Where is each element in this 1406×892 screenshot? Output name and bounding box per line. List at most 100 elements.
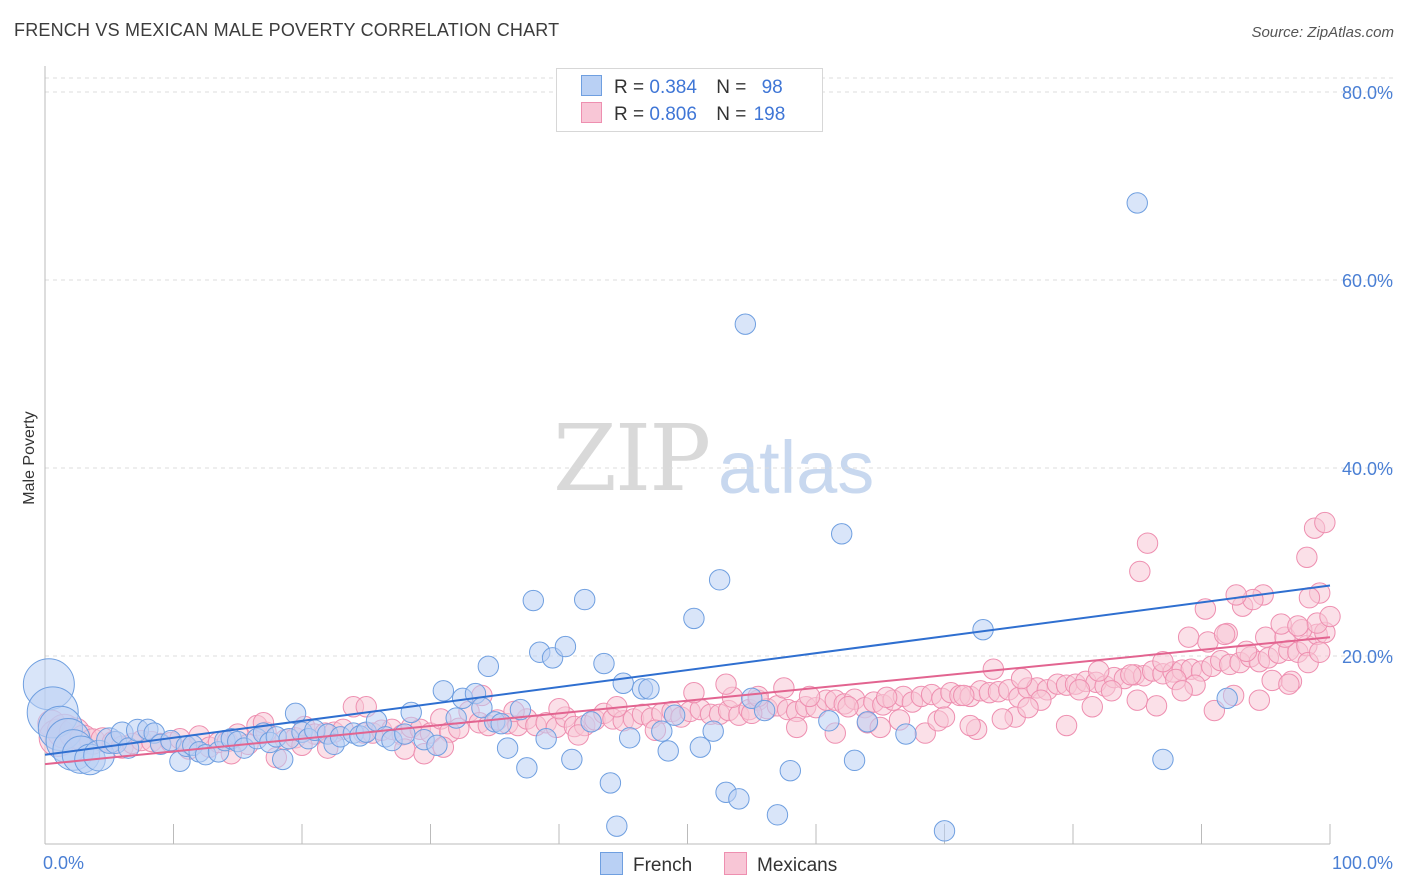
mexicans-point [1278,673,1300,695]
mexicans-point [1287,615,1309,637]
french-point [580,711,602,733]
mexicans-point [1296,546,1318,568]
mexicans-point [1136,532,1159,554]
mexicans-n-value: 198 [753,104,786,125]
mexicans-point [1055,714,1078,737]
french-point [535,728,557,750]
mexicans-point [1010,667,1033,690]
french-point [593,652,615,675]
french-point [432,680,455,702]
mexicans-point [1248,689,1271,711]
x-tick-label: 0.0% [43,853,84,873]
mexicans-point [683,681,705,704]
mexicans-point [1225,584,1247,606]
french-point [766,804,789,826]
mexicans-point [1298,587,1321,609]
french-point [651,720,673,742]
y-tick-label: 20.0% [1342,647,1393,667]
mexicans-point [875,686,898,709]
legend-french: French [600,852,692,877]
mexicans-point [991,708,1014,730]
french-point [1216,687,1238,709]
trend-lines [44,584,1331,766]
legend-french-label: French [633,855,693,876]
tick-labels: 20.0% 40.0% 60.0% 80.0% 0.0% 100.0% [43,83,1393,873]
legend-mexicans: Mexicans [724,852,837,877]
french-point [522,589,544,612]
french-r-value: 0.384 [649,77,697,98]
french-point [831,523,853,545]
mexicans-point [1120,664,1142,686]
y-axis-label: Male Poverty [21,411,38,504]
mexicans-point [933,706,956,728]
french-point [663,704,686,726]
french-n-value: 98 [761,77,783,98]
mexicans-point [773,677,795,699]
mexicans-point [715,673,737,695]
french-point [702,720,724,742]
mexicans-point [1126,689,1148,711]
y-tick-label: 40.0% [1342,459,1393,479]
mexicans-n-label: N = [716,104,747,125]
legend-french-swatch [600,852,623,875]
french-trend-line [44,584,1331,756]
mexicans-point [1177,626,1200,648]
source-label: Source: ZipAtlas.com [1251,24,1394,41]
mexicans-point [1081,696,1103,718]
french-points [22,192,1238,842]
french-point [477,655,500,678]
mexicans-point [1194,598,1217,620]
legend-row-french: R = 0.384 N = 98 [581,75,783,99]
x-tick-label: 100.0% [1332,853,1393,873]
french-point [638,678,660,700]
mexicans-point [1309,641,1331,663]
mexicans-point [837,696,859,718]
mexicans-trend-line [44,636,1331,766]
mexicans-point [1171,680,1193,702]
french-point [490,712,512,735]
legend-row-mexicans: R = 0.806 N = 198 [581,102,785,126]
french-point [895,723,917,745]
french-point [554,635,577,658]
french-point [753,699,776,722]
french-point [612,672,634,694]
mexicans-point [1145,695,1168,717]
french-point [708,569,731,591]
chart-title: FRENCH VS MEXICAN MALE POVERTY CORRELATI… [14,20,560,40]
french-point [933,820,956,842]
y-tick-label: 60.0% [1342,271,1393,291]
french-point [779,759,801,782]
french-point [818,710,840,732]
french-point [561,748,583,771]
french-swatch [581,75,602,96]
watermark-zip: ZIP [553,405,711,512]
mexicans-point [548,697,570,720]
french-point [856,711,879,733]
mexicans-swatch [581,102,602,123]
mexicans-point [1068,679,1091,701]
mexicans-r-label: R = [614,104,645,125]
mexicans-point [1213,623,1236,646]
french-point [734,313,757,335]
stats-legend: R = 0.384 N = 98 R = 0.806 N = 198 [556,68,823,132]
french-point [689,736,712,758]
french-point [683,607,705,630]
french-point [284,702,307,725]
mexicans-point [953,684,975,707]
legend-mexicans-label: Mexicans [757,855,838,876]
mexicans-point [1088,660,1110,682]
french-point [728,788,750,810]
french-point [496,737,519,759]
french-point [426,734,448,756]
mexicans-point [786,716,808,739]
mexicans-r-value: 0.806 [649,104,697,125]
french-point [618,727,641,749]
french-point [509,698,532,721]
mexicans-point [798,685,821,708]
mexicans-point [959,714,981,737]
mexicans-point [567,724,589,746]
mexicans-point [1100,680,1123,702]
mexicans-point [1017,697,1039,719]
mexicans-point [1319,605,1341,628]
